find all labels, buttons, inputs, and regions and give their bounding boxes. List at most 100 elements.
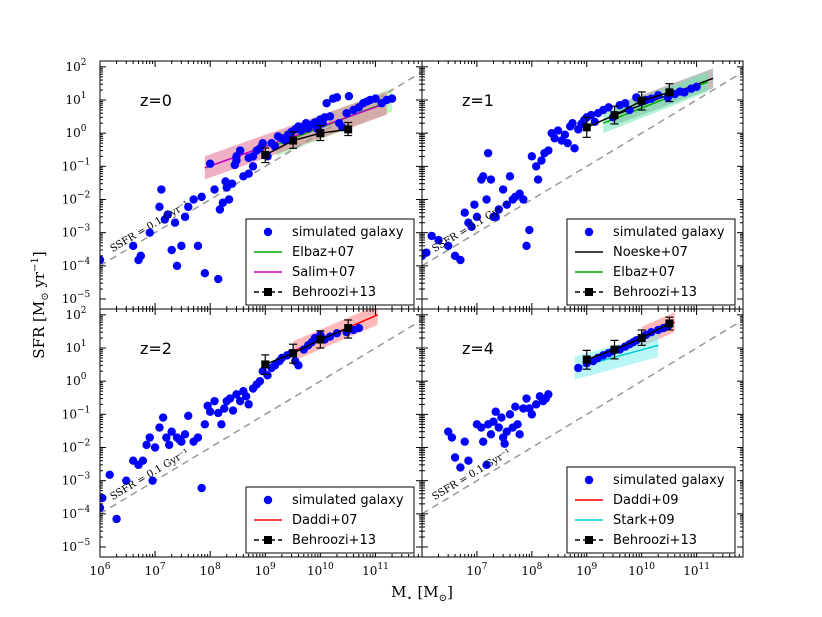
x-tick-label: 106 [89,562,110,578]
ssfr-label: SSFR = 0.1 Gyr⁻¹ [431,447,513,503]
x-tick-base: 10 [89,564,104,578]
x-tick-base: 10 [145,564,160,578]
y-tick-base: 10 [65,341,80,355]
galaxy-point [450,453,460,462]
y-tick-base: 10 [62,407,77,421]
x-tick-base: 10 [200,564,215,578]
galaxy-point [447,433,457,442]
galaxy-point [456,255,465,265]
galaxy-point [570,144,579,153]
galaxy-point [464,456,473,465]
panel-label: z=0 [140,91,172,110]
x-tick-exp: 9 [270,562,276,572]
x-axis-title-close: ] [447,583,453,601]
legend-box [566,466,736,554]
x-tick-exp: 7 [482,562,488,572]
galaxy-point [248,152,258,161]
galaxy-point [162,433,171,442]
legend-galaxy-marker [263,227,273,237]
galaxy-point [692,82,701,92]
galaxy-point [235,396,245,406]
galaxy-point [478,437,488,446]
galaxy-point [112,514,121,524]
x-tick-base: 10 [576,564,591,578]
panel-label: z=2 [140,339,172,358]
y-tick-base: 10 [62,540,77,554]
galaxy-point [486,430,496,439]
galaxy-point [522,394,531,403]
x-tick-exp: 10 [644,562,656,572]
galaxy-point [467,222,476,232]
galaxy-point [180,430,190,439]
galaxy-point [491,212,500,222]
y-tick-label: 10−1 [62,157,91,173]
legend-behroozi-marker [264,536,272,544]
galaxy-point [470,200,479,209]
galaxy-point [241,392,251,401]
y-tick-exp: 0 [81,372,87,382]
y-tick-base: 10 [65,374,80,388]
galaxy-point [568,118,577,128]
galaxy-point [167,245,176,255]
y-axis-title: SFR [M⊙ yr−1] [30,251,51,358]
y-tick-label: 10−5 [62,290,91,306]
y-tick-label: 10−3 [62,224,91,240]
galaxy-point [494,205,503,214]
galaxy-point [525,225,534,235]
behroozi-line [586,91,670,129]
legend-label: simulated galaxy [292,225,404,240]
y-tick-base: 10 [62,474,77,488]
y-tick-label: 10−2 [62,191,91,207]
y-tick-exp: −5 [77,290,91,300]
galaxy-point [167,427,176,436]
galaxy-point [184,202,193,212]
galaxy-point [472,212,482,222]
y-tick-base: 10 [65,126,80,140]
x-tick-exp: 8 [215,562,221,572]
galaxy-point [544,146,553,155]
y-tick-base: 10 [62,292,77,306]
galaxy-point [155,423,164,432]
x-tick-label: 109 [255,562,276,578]
panels-group: SSFR = 0.1 Gyr⁻¹z=010−510−410−310−210−11… [62,58,744,578]
behroozi-marker [582,355,591,364]
galaxy-point [505,172,515,181]
y-tick-base: 10 [62,226,77,240]
galaxy-point [500,439,509,448]
galaxy-point [574,363,583,373]
galaxy-point [494,423,503,432]
legend-behroozi-marker [585,536,593,544]
galaxy-point [142,440,151,450]
panel-z=0: SSFR = 0.1 Gyr⁻¹z=010−510−410−310−210−11… [62,58,423,310]
y-tick-exp: 2 [81,58,87,68]
behroozi-marker [610,345,619,354]
galaxy-point [100,493,107,503]
legend-galaxy-marker [263,495,273,505]
galaxy-point [533,175,543,184]
galaxy-point [164,440,174,450]
galaxy-point [544,390,553,399]
line-salim-07 [204,102,387,169]
y-tick-label: 10−4 [62,505,91,521]
legend-label: Elbaz+07 [292,245,354,260]
legend-label: Salim+07 [292,265,356,280]
galaxy-point [122,476,131,485]
legend-behroozi-marker [264,288,272,296]
legend-label: simulated galaxy [292,493,404,508]
y-tick-base: 10 [65,93,80,107]
galaxy-point [325,112,335,121]
galaxy-point [197,483,206,493]
y-tick-label: 10−5 [62,538,91,554]
x-tick-label: 107 [466,562,487,578]
y-tick-exp: −3 [77,472,91,482]
x-tick-label: 1011 [362,562,389,578]
x-tick-exp: 9 [592,562,598,572]
x-tick-label: 109 [576,562,597,578]
behroozi-marker [289,349,298,358]
galaxy-point [232,156,241,165]
galaxy-point [235,146,245,155]
legend-label: Behroozi+13 [613,533,697,548]
galaxy-point [100,503,105,513]
y-tick-exp: −2 [77,439,90,449]
